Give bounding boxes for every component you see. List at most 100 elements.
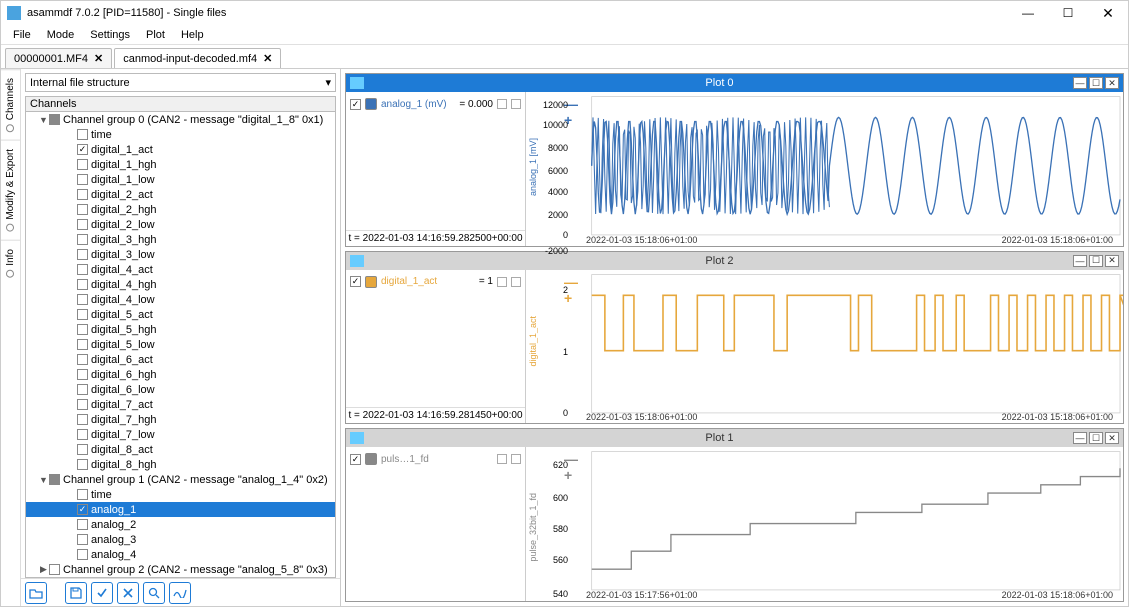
tab-file-1[interactable]: canmod-input-decoded.mf4 ✕ — [114, 48, 281, 68]
main-area: Channels Modify & Export Info Internal f… — [1, 69, 1128, 606]
tree-node[interactable]: digital_8_hgh — [26, 457, 335, 472]
plot-header[interactable]: Plot 2 — ☐ ✕ — [346, 252, 1123, 270]
tree-node[interactable]: analog_1 — [26, 502, 335, 517]
tab-file-0[interactable]: 00000001.MF4✕ — [5, 48, 112, 68]
x-tick: 2022-01-03 15:18:06+01:00 — [1002, 235, 1113, 245]
sidetab-info[interactable]: Info — [1, 240, 20, 286]
plot-signal-list: ✓ puls…1_fd — [346, 447, 526, 601]
plot-close-button[interactable]: ✕ — [1105, 432, 1119, 444]
tree-node[interactable]: digital_2_act — [26, 187, 335, 202]
plot-canvas[interactable]: —+ pulse_32bit_1_fd 620600580560540 2022… — [526, 447, 1123, 601]
open-button[interactable] — [25, 582, 47, 604]
tree-node[interactable]: ▼Channel group 0 (CAN2 - message "digita… — [26, 112, 335, 127]
y-axis-label: analog_1 [mV] — [528, 138, 538, 196]
plot-signal-list: ✓ analog_1 (mV) = 0.000 t = 2022-01-03 1… — [346, 92, 526, 246]
app-icon — [7, 6, 21, 20]
tree-node[interactable]: ▼Channel group 1 (CAN2 - message "analog… — [26, 472, 335, 487]
channel-tree[interactable]: ▼Channel group 0 (CAN2 - message "digita… — [25, 112, 336, 578]
signal-opt[interactable] — [511, 454, 521, 464]
tab-label: canmod-input-decoded.mf4 — [123, 53, 257, 65]
menu-file[interactable]: File — [5, 27, 39, 43]
plot-max-button[interactable]: ☐ — [1089, 432, 1103, 444]
dot-icon — [7, 270, 15, 278]
tree-node[interactable]: digital_2_hgh — [26, 202, 335, 217]
plot-header[interactable]: Plot 1 — ☐ ✕ — [346, 429, 1123, 447]
x-tick: 2022-01-03 15:18:06+01:00 — [586, 235, 697, 245]
tree-node[interactable]: digital_1_low — [26, 172, 335, 187]
titlebar: asammdf 7.0.2 [PID=11580] - Single files… — [1, 1, 1128, 25]
minimize-button[interactable]: — — [1008, 1, 1048, 25]
x-tick: 2022-01-03 15:18:06+01:00 — [1002, 590, 1113, 600]
plot-close-button[interactable]: ✕ — [1105, 255, 1119, 267]
signal-name: analog_1 (mV) — [381, 99, 447, 110]
tree-node[interactable]: digital_6_act — [26, 352, 335, 367]
menu-settings[interactable]: Settings — [82, 27, 138, 43]
tree-node[interactable]: digital_6_hgh — [26, 367, 335, 382]
signal-row[interactable]: ✓ digital_1_act = 1 — [350, 274, 521, 290]
signal-value: = 1 — [479, 276, 493, 287]
tree-node[interactable]: digital_8_act — [26, 442, 335, 457]
plot-min-button[interactable]: — — [1073, 432, 1087, 444]
signal-row[interactable]: ✓ puls…1_fd — [350, 451, 521, 467]
maximize-button[interactable]: ☐ — [1048, 1, 1088, 25]
signal-row[interactable]: ✓ analog_1 (mV) = 0.000 — [350, 96, 521, 112]
tree-node[interactable]: analog_3 — [26, 532, 335, 547]
menu-help[interactable]: Help — [173, 27, 212, 43]
tree-node[interactable]: digital_3_hgh — [26, 232, 335, 247]
tree-node[interactable]: analog_2 — [26, 517, 335, 532]
channel-toolbar — [21, 578, 340, 606]
sidetab-modify-export[interactable]: Modify & Export — [1, 140, 20, 240]
tree-node[interactable]: digital_6_low — [26, 382, 335, 397]
plot-title: Plot 0 — [368, 77, 1071, 89]
tree-node[interactable]: digital_5_low — [26, 337, 335, 352]
structure-combo[interactable]: Internal file structure▾ — [25, 73, 336, 92]
signal-opt[interactable] — [497, 454, 507, 464]
tree-node[interactable]: digital_2_low — [26, 217, 335, 232]
tree-node[interactable]: digital_1_hgh — [26, 157, 335, 172]
plot-min-button[interactable]: — — [1073, 255, 1087, 267]
signal-name: puls…1_fd — [381, 454, 429, 465]
plot-canvas[interactable]: —+ digital_1_act 210 2022-01-03 15:18:06… — [526, 270, 1123, 424]
tree-node[interactable]: ▶Channel group 2 (CAN2 - message "analog… — [26, 562, 335, 577]
tree-node[interactable]: digital_4_hgh — [26, 277, 335, 292]
signal-opt[interactable] — [497, 277, 507, 287]
clear-button[interactable] — [117, 582, 139, 604]
tree-node[interactable]: digital_3_low — [26, 247, 335, 262]
x-tick: 2022-01-03 15:17:56+01:00 — [586, 590, 697, 600]
tree-node[interactable]: digital_7_act — [26, 397, 335, 412]
signal-opt[interactable] — [511, 277, 521, 287]
tree-node[interactable]: time — [26, 127, 335, 142]
signal-opt[interactable] — [511, 99, 521, 109]
file-tabs: 00000001.MF4✕ canmod-input-decoded.mf4 ✕ — [1, 45, 1128, 69]
plot-min-button[interactable]: — — [1073, 77, 1087, 89]
plot-canvas[interactable]: —+ analog_1 [mV] 12000100008000600040002… — [526, 92, 1123, 246]
tree-node[interactable]: digital_7_low — [26, 427, 335, 442]
plot-max-button[interactable]: ☐ — [1089, 77, 1103, 89]
tree-node[interactable]: digital_4_act — [26, 262, 335, 277]
check-button[interactable] — [91, 582, 113, 604]
tree-node[interactable]: digital_7_hgh — [26, 412, 335, 427]
close-icon[interactable]: ✕ — [263, 52, 272, 65]
plot-panel: Plot 1 — ☐ ✕ ✓ puls…1_fd —+ — [345, 428, 1124, 602]
plot-button[interactable] — [169, 582, 191, 604]
close-button[interactable]: ✕ — [1088, 1, 1128, 25]
plot-max-button[interactable]: ☐ — [1089, 255, 1103, 267]
save-button[interactable] — [65, 582, 87, 604]
tree-node[interactable]: digital_5_act — [26, 307, 335, 322]
plot-header[interactable]: Plot 0 — ☐ ✕ — [346, 74, 1123, 92]
tree-node[interactable]: digital_5_hgh — [26, 322, 335, 337]
signal-opt[interactable] — [497, 99, 507, 109]
menu-plot[interactable]: Plot — [138, 27, 173, 43]
tree-node[interactable]: digital_1_act — [26, 142, 335, 157]
dot-icon — [7, 224, 15, 232]
close-icon[interactable]: ✕ — [94, 52, 103, 65]
search-button[interactable] — [143, 582, 165, 604]
menu-mode[interactable]: Mode — [39, 27, 83, 43]
plot-title: Plot 1 — [368, 432, 1071, 444]
tree-node[interactable]: digital_4_low — [26, 292, 335, 307]
plot-panel: Plot 2 — ☐ ✕ ✓ digital_1_act = 1 t = 202… — [345, 251, 1124, 425]
plot-close-button[interactable]: ✕ — [1105, 77, 1119, 89]
tree-node[interactable]: analog_4 — [26, 547, 335, 562]
tree-node[interactable]: time — [26, 487, 335, 502]
sidetab-channels[interactable]: Channels — [1, 69, 20, 140]
